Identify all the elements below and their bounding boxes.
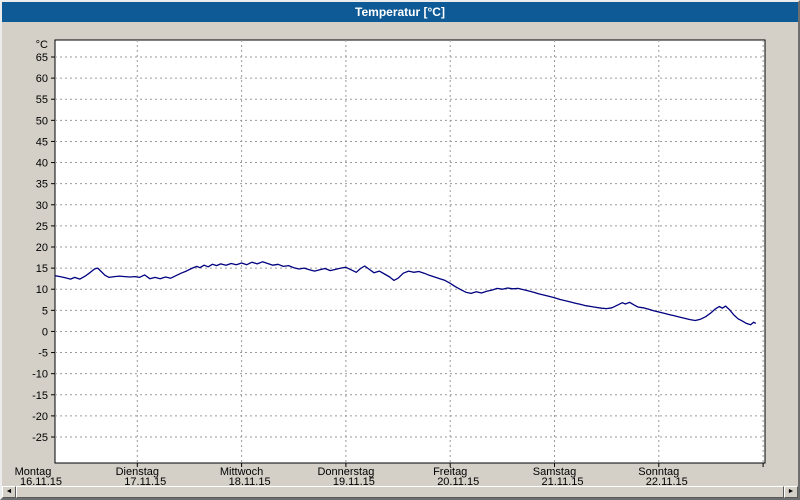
x-axis-day-label: Donnerstag <box>317 466 374 478</box>
y-axis-tick-label: -25 <box>32 432 48 444</box>
y-axis-tick-label: -10 <box>32 369 48 381</box>
x-axis-date-label: 19.11.15 <box>333 476 375 486</box>
temperature-chart: -25 -20 -15 -10 -5 0 5 10 15 20 25 30 35 40 45 50 55 60 65… <box>2 22 798 486</box>
x-axis-day-label: Freitag <box>433 466 467 478</box>
y-axis-tick-label: -5 <box>38 348 48 360</box>
y-axis-tick-label: 55 <box>36 94 48 106</box>
y-axis-tick-label: 50 <box>36 115 48 127</box>
x-axis-date-label: 18.11.15 <box>229 476 271 486</box>
x-axis-day-label: Sonntag <box>638 466 679 478</box>
x-axis-date-label: 22.11.15 <box>646 476 688 486</box>
x-axis-date-label: 21.11.15 <box>541 476 583 486</box>
temperature-line <box>55 261 757 326</box>
y-axis-unit-label: °C <box>36 39 48 51</box>
y-axis-tick-label: 15 <box>36 263 48 275</box>
scrollbar-thumb[interactable] <box>16 486 784 498</box>
x-axis-date-label: 17.11.15 <box>124 476 166 486</box>
scroll-left-icon: ◄ <box>5 488 13 495</box>
x-axis-day-label: Mittwoch <box>220 466 263 478</box>
scroll-right-button[interactable]: ► <box>784 486 798 498</box>
y-axis-tick-label: 5 <box>42 305 48 317</box>
y-axis-tick-label: 60 <box>36 73 48 85</box>
y-axis-tick-label: -20 <box>32 411 48 423</box>
scroll-right-icon: ► <box>787 488 795 495</box>
window-title: Temperatur [°C] <box>355 5 445 19</box>
y-axis-tick-label: 0 <box>42 326 48 338</box>
scroll-left-button[interactable]: ◄ <box>2 486 16 498</box>
title-bar: Temperatur [°C] <box>2 2 798 22</box>
y-axis-tick-label: 40 <box>36 158 48 170</box>
y-axis-tick-label: 30 <box>36 200 48 212</box>
y-axis-tick-label: 35 <box>36 179 48 191</box>
plot-area <box>54 39 766 464</box>
y-axis-tick-label: 25 <box>36 221 48 233</box>
y-axis-tick-label: 10 <box>36 284 48 296</box>
x-axis-day-label: Samstag <box>533 466 576 478</box>
horizontal-scrollbar[interactable]: ◄ ► <box>2 486 798 498</box>
x-axis-day-label: Montag <box>15 466 52 478</box>
x-axis-day-label: Dienstag <box>116 466 159 478</box>
y-axis-tick-label: 65 <box>36 52 48 64</box>
y-axis-tick-label: 45 <box>36 136 48 148</box>
y-axis-tick-label: -15 <box>32 390 48 402</box>
y-axis-tick-label: 20 <box>36 242 48 254</box>
x-axis-date-label: 20.11.15 <box>437 476 479 486</box>
x-axis-date-label: 16.11.15 <box>20 476 62 486</box>
